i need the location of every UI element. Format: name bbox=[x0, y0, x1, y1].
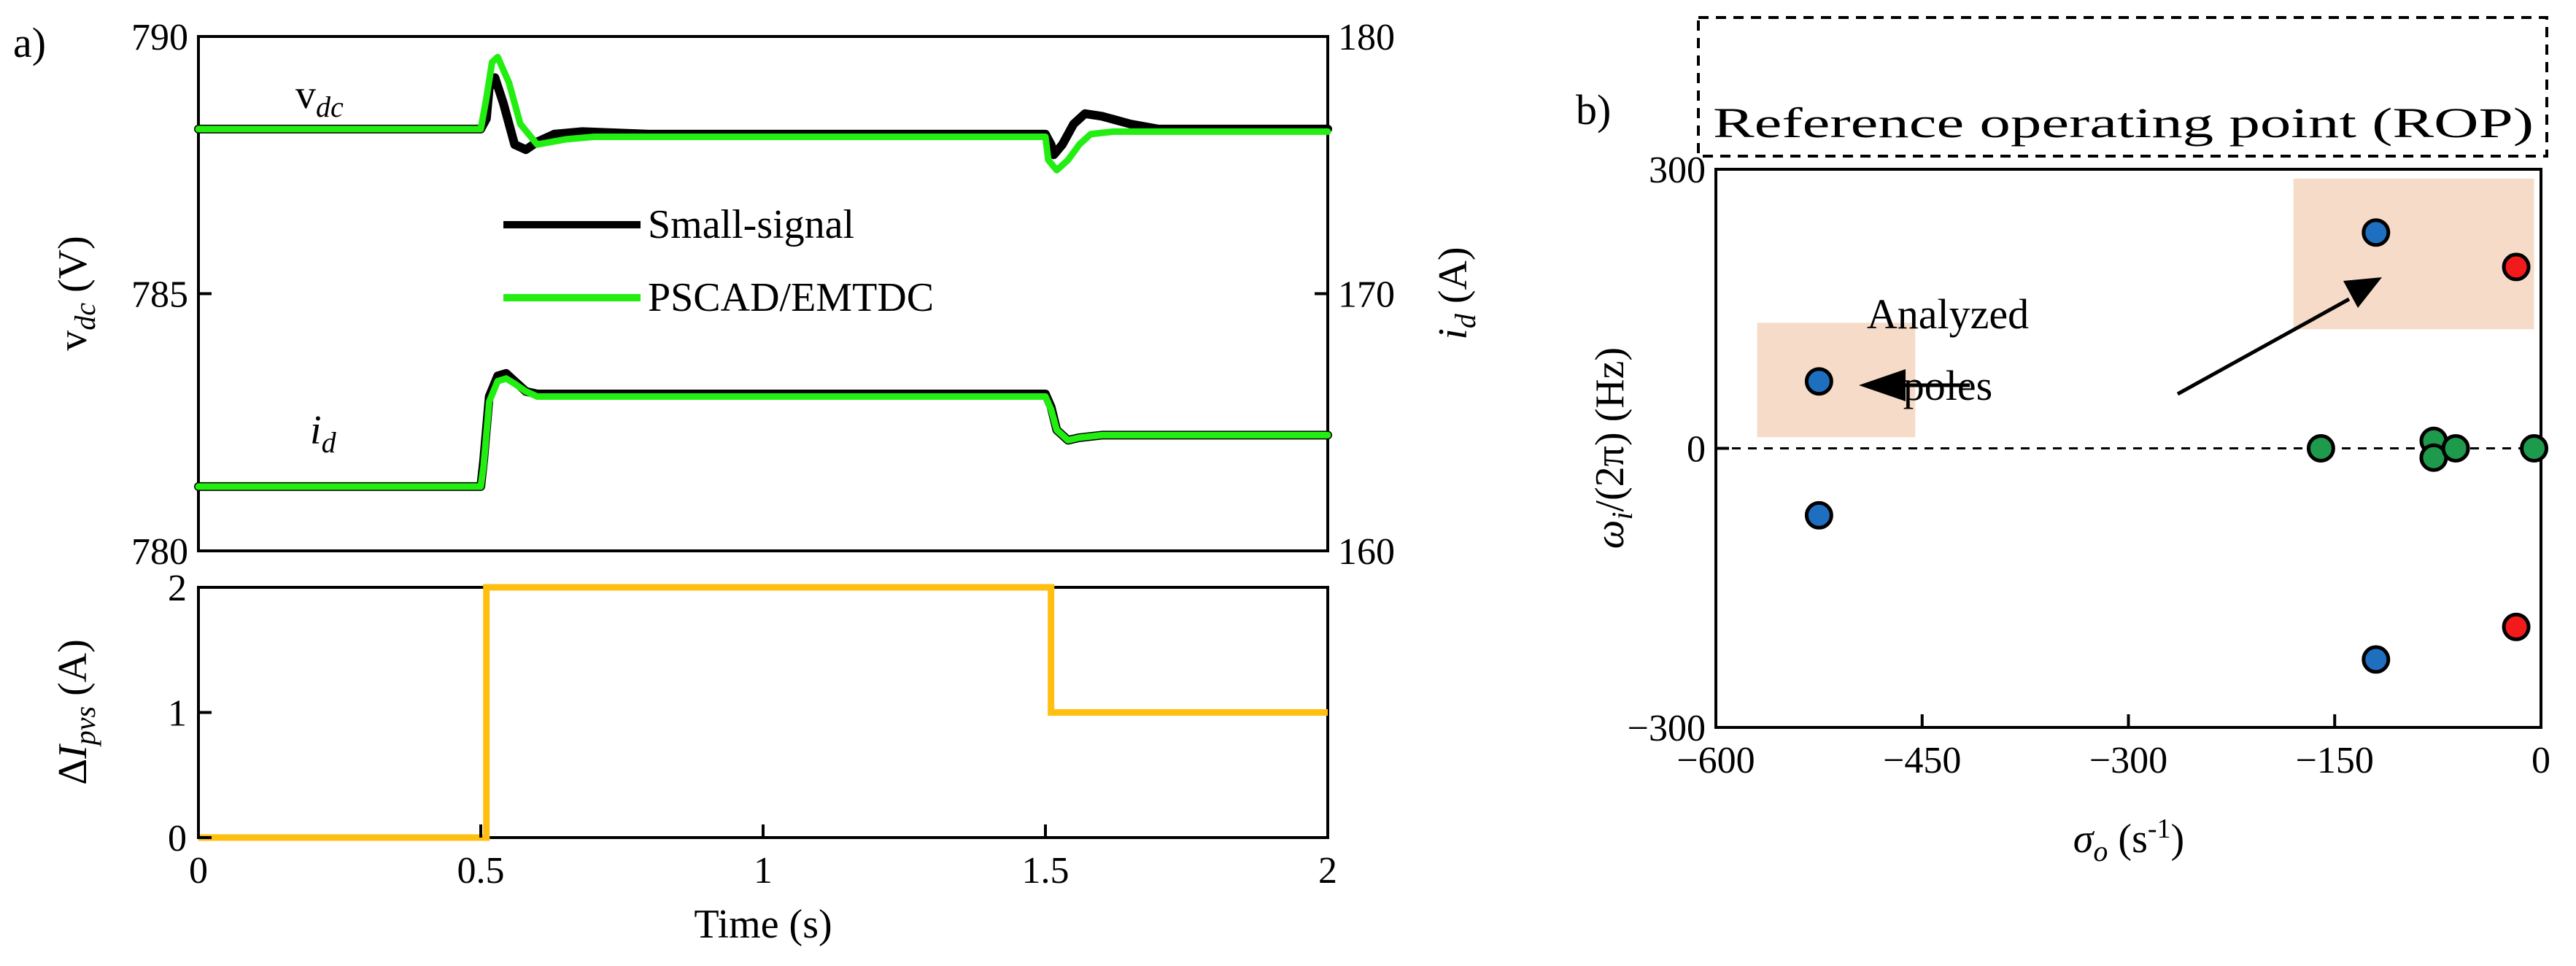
b-x-tick-label: −300 bbox=[2089, 740, 2167, 781]
b-y-tick-label: 300 bbox=[1649, 150, 1706, 191]
panel-a-bottom-series bbox=[198, 584, 1328, 841]
sigma-sub: o bbox=[2093, 835, 2108, 868]
right-tick-label: 180 bbox=[1338, 17, 1395, 58]
bottom-x-tick-label: 1.5 bbox=[1022, 850, 1070, 892]
panel-a-top-series bbox=[194, 53, 1332, 491]
red-poles-point-1 bbox=[2502, 252, 2531, 282]
sigma-main: σ bbox=[2073, 816, 2095, 862]
panel-b-y-ticks: 300 0 −300 bbox=[1628, 150, 1729, 749]
left-tick-label: 785 bbox=[131, 274, 188, 316]
left-tick-label: 780 bbox=[131, 531, 188, 573]
red-poles-point-2 bbox=[2502, 612, 2531, 641]
blue-poles-point-4 bbox=[2362, 645, 2391, 674]
vdc-annotation-main: v bbox=[295, 72, 316, 117]
panel-b-title-box: Reference operating point (ROP) bbox=[1697, 16, 2548, 158]
bottom-y-tick-label: 0 bbox=[168, 818, 187, 859]
id-annotation-sub: d bbox=[322, 426, 337, 459]
b-x-tick-label: −600 bbox=[1676, 740, 1755, 781]
arrow-to-left-poles bbox=[1859, 369, 1970, 401]
panel-b-label: b) bbox=[1576, 86, 1611, 134]
panel-a-top-left-ticks: 790 785 780 bbox=[131, 17, 212, 573]
panel-b-poles bbox=[1804, 218, 2549, 674]
blue-poles-point-3 bbox=[2362, 218, 2391, 247]
bottom-x-tick-label: 1 bbox=[754, 850, 773, 892]
id-axis-sub: d bbox=[1449, 313, 1482, 328]
panel-a-top-right-ticks: 180 170 160 bbox=[1315, 17, 1395, 573]
arrow-left-head bbox=[1859, 369, 1906, 401]
panel-b-title-border bbox=[1697, 16, 2548, 158]
series-pscad-emtdc-i-d bbox=[195, 375, 1331, 490]
arrow-right-head bbox=[2343, 277, 2382, 308]
panel-b-y-axis-label: ωi/(2π) (Hz) bbox=[1587, 347, 1639, 549]
ipvs-axis-sub: pvs bbox=[69, 706, 101, 747]
legend-label-pscad: PSCAD/EMTDC bbox=[648, 275, 934, 320]
id-axis-main: i bbox=[1431, 328, 1476, 340]
panel-a-bottom-axis-label: ΔIpvs (A) bbox=[50, 639, 101, 785]
ipvs-axis-unit: (A) bbox=[50, 639, 96, 706]
panel-a-bottom-plot: 2 1 0 0 0.5 1 1.5 2 ΔIpvs (A) Time (s) bbox=[50, 568, 1337, 947]
ipvs-axis-prefix: Δ bbox=[50, 759, 96, 785]
bottom-x-tick-label: 0.5 bbox=[457, 850, 505, 892]
left-tick-label: 790 bbox=[131, 17, 188, 58]
bottom-y-tick-label: 1 bbox=[168, 693, 187, 735]
ipvs-axis-main: I bbox=[50, 743, 96, 760]
series-pscad-emtdc-v-dc bbox=[195, 53, 1331, 174]
sigma-unit: (s bbox=[2108, 816, 2147, 862]
b-x-tick-label: −150 bbox=[2296, 740, 2374, 781]
id-annotation-main: i bbox=[310, 408, 322, 453]
right-tick-label: 160 bbox=[1338, 531, 1395, 573]
panel-a-label: a) bbox=[13, 19, 46, 66]
b-x-tick-label: −450 bbox=[1883, 740, 1961, 781]
series-small-signal-v-dc bbox=[194, 73, 1332, 160]
omega-sub: i bbox=[1606, 512, 1639, 520]
legend-label-small-signal: Small-signal bbox=[648, 202, 854, 247]
id-axis-unit: (A) bbox=[1431, 247, 1476, 314]
omega-unit: /(2π) (Hz) bbox=[1587, 347, 1633, 512]
omega-main: ω bbox=[1587, 520, 1633, 549]
blue-poles-point-1 bbox=[1804, 367, 1833, 396]
green-poles-point-4 bbox=[2441, 434, 2470, 463]
bottom-y-tick-label: 2 bbox=[168, 568, 187, 609]
arrow-right-shaft bbox=[2176, 297, 2351, 396]
analyzed-poles-annotation-line1: Analyzed bbox=[1867, 290, 2029, 338]
green-poles-point-5 bbox=[2520, 434, 2549, 463]
panel-a-bottom-x-ticks: 0 0.5 1 1.5 2 bbox=[189, 824, 1337, 892]
bottom-x-tick-label: 2 bbox=[1318, 850, 1337, 892]
panel-a-bottom-y-ticks: 2 1 0 bbox=[168, 568, 212, 859]
panel-a-left-axis-label: vdc (V) bbox=[50, 236, 101, 351]
series-delta-ipvs bbox=[198, 584, 1328, 841]
highlight-region-2 bbox=[2293, 178, 2534, 330]
legend: Small-signal PSCAD/EMTDC bbox=[503, 202, 934, 320]
panel-b-x-ticks: −600 −450 −300 −150 0 bbox=[1676, 714, 2550, 781]
b-x-tick-label: 0 bbox=[2531, 740, 2550, 781]
arrow-to-upper-poles bbox=[2176, 277, 2382, 396]
blue-poles-point-2 bbox=[1804, 501, 1833, 530]
vdc-axis-sub: dc bbox=[69, 303, 101, 331]
right-tick-label: 170 bbox=[1338, 274, 1395, 316]
id-annotation: id bbox=[310, 408, 337, 459]
vdc-axis-main: v bbox=[50, 331, 96, 351]
bottom-x-tick-label: 0 bbox=[189, 850, 208, 892]
sigma-close: ) bbox=[2171, 816, 2185, 862]
panel-b-x-axis-label: σo (s-1) bbox=[2073, 814, 2184, 868]
sigma-sup: -1 bbox=[2148, 814, 2171, 844]
vdc-annotation: vdc bbox=[295, 72, 344, 123]
vdc-annotation-sub: dc bbox=[316, 90, 344, 123]
panel-a-right-axis-label: id (A) bbox=[1431, 247, 1482, 339]
green-poles-point-1 bbox=[2306, 434, 2335, 463]
panel-b-title: Reference operating point (ROP) bbox=[1713, 99, 2534, 147]
vdc-axis-unit: (V) bbox=[50, 236, 96, 303]
series-small-signal-i-d bbox=[194, 368, 1332, 491]
b-y-tick-label: 0 bbox=[1687, 429, 1706, 471]
time-axis-label: Time (s) bbox=[694, 902, 832, 947]
b-y-tick-label: −300 bbox=[1628, 708, 1706, 749]
